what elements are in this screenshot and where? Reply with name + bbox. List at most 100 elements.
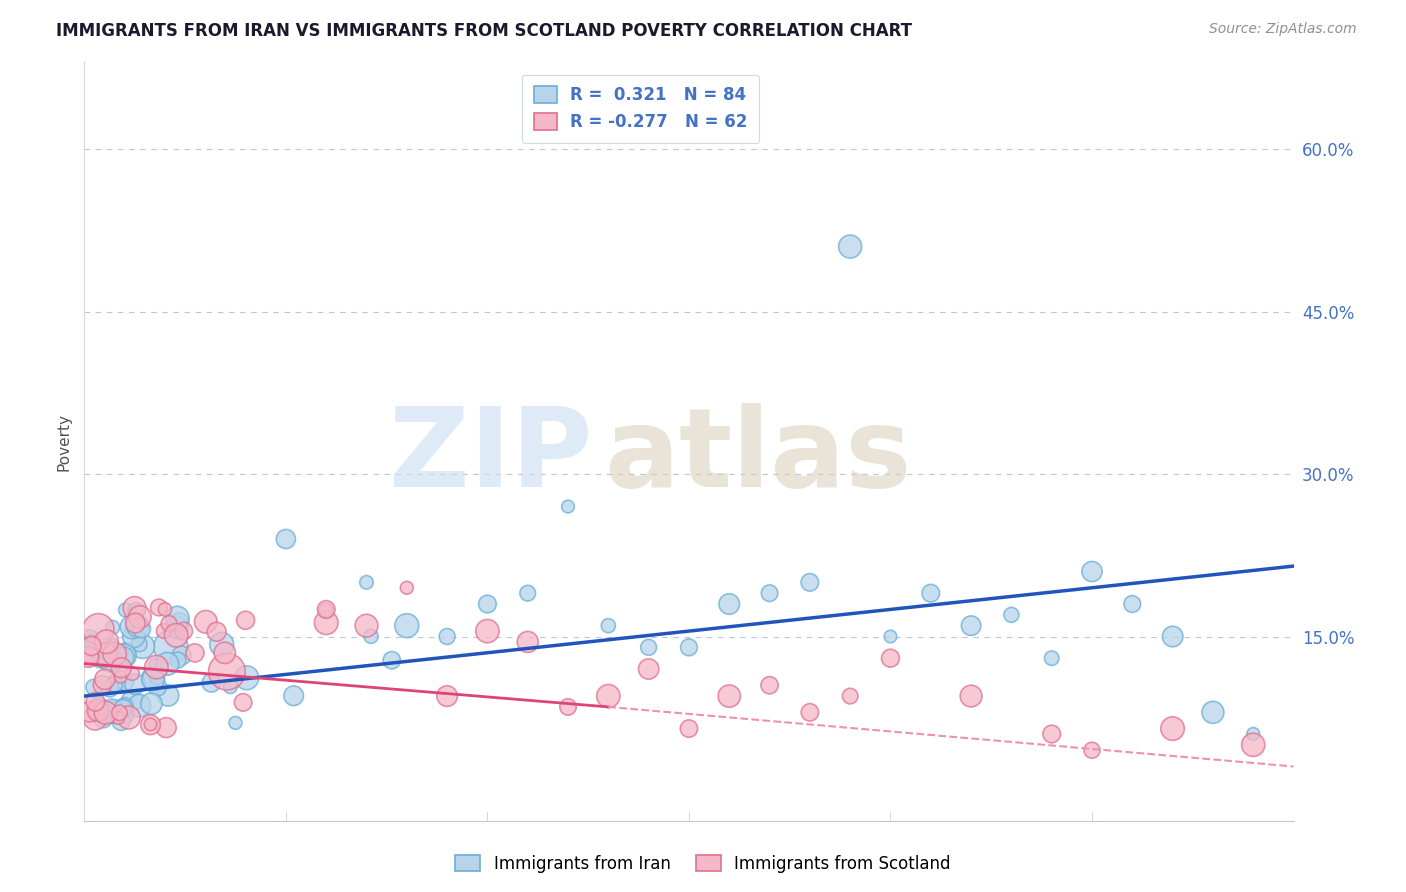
Point bbox=[1000, 607, 1022, 622]
Point bbox=[1202, 706, 1225, 720]
Point bbox=[1241, 727, 1264, 741]
Point bbox=[114, 603, 136, 617]
Point bbox=[91, 678, 114, 692]
Point bbox=[173, 624, 195, 638]
Point bbox=[128, 637, 150, 651]
Point bbox=[155, 721, 177, 735]
Point bbox=[104, 647, 127, 661]
Point bbox=[205, 624, 228, 639]
Point bbox=[236, 671, 259, 685]
Point bbox=[436, 689, 458, 703]
Point bbox=[145, 660, 167, 674]
Point bbox=[128, 610, 150, 624]
Point bbox=[166, 620, 188, 634]
Point bbox=[152, 624, 174, 638]
Point bbox=[360, 629, 382, 643]
Point bbox=[114, 698, 136, 713]
Point bbox=[110, 651, 132, 665]
Point bbox=[356, 575, 378, 590]
Point bbox=[920, 586, 942, 600]
Point bbox=[799, 706, 821, 720]
Point bbox=[82, 640, 104, 655]
Point bbox=[200, 676, 222, 690]
Point bbox=[758, 678, 780, 692]
Point bbox=[758, 586, 780, 600]
Point bbox=[139, 718, 162, 732]
Point bbox=[77, 649, 100, 664]
Point bbox=[112, 706, 135, 721]
Point bbox=[477, 624, 499, 639]
Point bbox=[110, 670, 132, 684]
Point bbox=[84, 711, 107, 725]
Point bbox=[143, 657, 166, 672]
Point bbox=[315, 603, 337, 617]
Point bbox=[718, 689, 741, 703]
Point bbox=[356, 618, 378, 632]
Point bbox=[80, 636, 103, 650]
Point bbox=[122, 629, 145, 643]
Text: Source: ZipAtlas.com: Source: ZipAtlas.com bbox=[1209, 22, 1357, 37]
Point bbox=[110, 714, 132, 729]
Point bbox=[148, 600, 170, 615]
Point bbox=[87, 653, 110, 667]
Point bbox=[121, 666, 143, 681]
Point bbox=[101, 704, 124, 718]
Point bbox=[637, 640, 659, 655]
Point bbox=[141, 697, 163, 711]
Point bbox=[214, 646, 236, 660]
Point bbox=[381, 653, 404, 667]
Point bbox=[80, 639, 103, 653]
Point bbox=[839, 689, 862, 703]
Point bbox=[114, 648, 136, 663]
Point bbox=[121, 694, 143, 708]
Text: atlas: atlas bbox=[605, 403, 911, 510]
Point bbox=[678, 640, 700, 655]
Point bbox=[157, 689, 180, 703]
Point bbox=[145, 671, 167, 685]
Point bbox=[477, 597, 499, 611]
Point bbox=[167, 615, 190, 630]
Point bbox=[315, 615, 337, 630]
Point bbox=[235, 613, 257, 627]
Point bbox=[97, 649, 120, 664]
Point bbox=[87, 622, 110, 636]
Point bbox=[194, 615, 217, 629]
Point bbox=[799, 575, 821, 590]
Point bbox=[131, 640, 153, 654]
Point bbox=[160, 640, 183, 654]
Point bbox=[91, 711, 114, 725]
Text: ZIP: ZIP bbox=[389, 403, 592, 510]
Point bbox=[107, 711, 129, 725]
Point bbox=[124, 616, 146, 631]
Point bbox=[77, 633, 100, 648]
Point bbox=[124, 601, 146, 615]
Point bbox=[94, 640, 117, 655]
Legend: Immigrants from Iran, Immigrants from Scotland: Immigrants from Iran, Immigrants from Sc… bbox=[449, 848, 957, 880]
Point bbox=[98, 681, 121, 696]
Point bbox=[139, 717, 162, 731]
Point bbox=[94, 648, 117, 662]
Point bbox=[146, 680, 169, 694]
Point bbox=[110, 661, 132, 675]
Point bbox=[105, 675, 128, 690]
Text: IMMIGRANTS FROM IRAN VS IMMIGRANTS FROM SCOTLAND POVERTY CORRELATION CHART: IMMIGRANTS FROM IRAN VS IMMIGRANTS FROM … bbox=[56, 22, 912, 40]
Point bbox=[104, 706, 127, 720]
Point bbox=[960, 618, 983, 632]
Point bbox=[156, 657, 179, 671]
Point bbox=[839, 239, 862, 253]
Point bbox=[598, 618, 620, 632]
Point bbox=[879, 651, 901, 665]
Point bbox=[1161, 722, 1184, 736]
Point bbox=[112, 650, 135, 665]
Point bbox=[157, 616, 180, 631]
Point bbox=[101, 620, 124, 634]
Legend: R =  0.321   N = 84, R = -0.277   N = 62: R = 0.321 N = 84, R = -0.277 N = 62 bbox=[522, 75, 759, 143]
Point bbox=[94, 706, 117, 720]
Point bbox=[232, 695, 254, 709]
Point bbox=[124, 677, 146, 691]
Y-axis label: Poverty: Poverty bbox=[56, 412, 72, 471]
Point bbox=[516, 635, 538, 649]
Point bbox=[211, 637, 233, 651]
Point bbox=[100, 638, 122, 652]
Point bbox=[166, 611, 188, 625]
